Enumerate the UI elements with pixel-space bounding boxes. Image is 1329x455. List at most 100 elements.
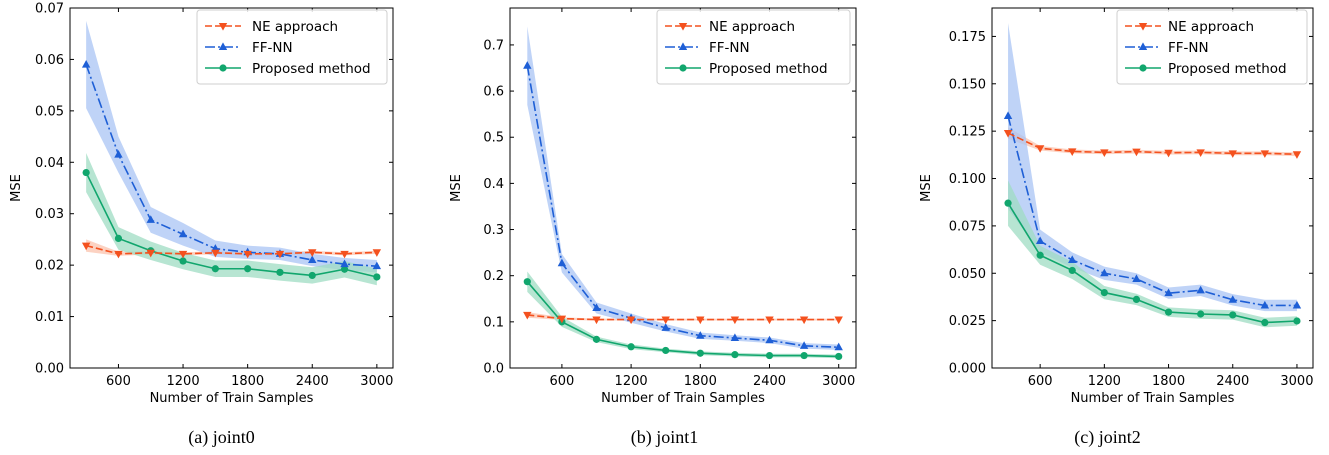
x-tick-label: 3000 (360, 374, 393, 389)
x-tick-label: 2400 (296, 374, 329, 389)
point-ne (523, 311, 532, 320)
chart-panel-joint1: 0.0 0.1 0.2 0.3 0.4 0.5 0.6 0.7 600 1200 1800 2400 3… (443, 0, 886, 455)
point-proposed (308, 271, 316, 280)
point-ffnn (1068, 255, 1077, 263)
legend-marker-ffnn (218, 42, 228, 50)
point-proposed (1132, 295, 1141, 304)
point-ffnn (1196, 285, 1205, 294)
line-ne (1007, 132, 1297, 156)
y-tick-label: 0.025 (949, 314, 986, 329)
plot-frame (991, 7, 1314, 369)
point-ne (146, 249, 155, 258)
x-tick-label: 2400 (753, 374, 786, 389)
point-ne (557, 315, 567, 324)
y-tick-label: 0.06 (35, 53, 64, 68)
point-proposed (835, 352, 843, 361)
y-tick-label: 0.3 (483, 223, 504, 238)
line-ne (85, 244, 377, 255)
point-ne (340, 250, 349, 259)
caption-joint1: (b) joint1 (630, 427, 699, 447)
chart-joint2: 0.000 0.025 0.050 0.075 0.100 0.125 0.150 0.175… (919, 7, 1314, 406)
y-tick-label: 0.6 (483, 85, 504, 100)
point-ffnn (81, 59, 91, 68)
legend-label-ne: NE approach (709, 19, 795, 35)
legend-marker-ne (678, 23, 688, 31)
y-tick-label: 0.03 (35, 207, 64, 222)
x-tick-label: 1800 (231, 374, 264, 389)
plot-frame (509, 7, 857, 369)
point-ne (1003, 130, 1013, 138)
point-proposed (276, 268, 284, 276)
legend-label-proposed: Proposed method (709, 61, 828, 77)
point-ne (730, 316, 740, 325)
x-tick-label: 1200 (167, 374, 200, 389)
chart-joint1: 0.0 0.1 0.2 0.3 0.4 0.5 0.6 0.7 600 1200 1800 2400 3… (449, 7, 857, 406)
point-ffnn (696, 331, 705, 339)
point-ffnn (765, 335, 774, 344)
point-proposed (179, 257, 187, 265)
x-tick-label: 1800 (1152, 374, 1185, 389)
y-tick-label: 0.150 (949, 77, 986, 92)
y-tick-label: 0.000 (949, 362, 986, 377)
x-tick-label: 600 (549, 374, 574, 389)
point-proposed (696, 349, 704, 357)
x-tick-label: 1800 (684, 374, 717, 389)
point-ffnn (661, 323, 670, 331)
point-ne (1260, 150, 1270, 158)
x-tick-label: 1200 (615, 374, 648, 389)
point-ne (81, 242, 91, 251)
point-ne (1068, 148, 1077, 157)
point-ffnn (799, 341, 809, 349)
legend-marker-ne (218, 23, 228, 31)
x-axis-label: Number of Train Samples (150, 391, 314, 406)
legend-box (656, 9, 851, 85)
y-tick-label: 0.050 (949, 267, 986, 282)
point-ne (114, 250, 123, 259)
y-tick-label: 0.175 (949, 30, 986, 45)
y-tick-label: 0.0 (483, 362, 504, 377)
legend-marker-ne (1138, 23, 1148, 31)
point-ffnn (1100, 268, 1109, 277)
point-proposed (1229, 311, 1237, 319)
y-tick-label: 0.04 (35, 156, 64, 171)
point-proposed (592, 335, 601, 343)
chart-panel-joint2: 0.000 0.025 0.050 0.075 0.100 0.125 0.150 0.175… (886, 0, 1329, 455)
x-tick-label: 3000 (1280, 374, 1313, 389)
point-proposed (211, 265, 219, 273)
legend-label-ffnn: FF-NN (1168, 40, 1209, 56)
point-proposed (1100, 288, 1108, 297)
point-proposed (523, 278, 531, 286)
legend-label-proposed: Proposed method (1168, 61, 1287, 77)
line-proposed (1007, 202, 1297, 324)
point-proposed (1261, 318, 1269, 327)
y-tick-label: 0.5 (483, 131, 504, 146)
point-ne (1164, 149, 1173, 158)
point-proposed (731, 351, 739, 359)
point-ne (1132, 148, 1141, 157)
point-proposed (1293, 317, 1301, 325)
chart-panel-joint0: 0.00 0.01 0.02 0.03 0.04 0.05 0.06 0.07 600 1200 1… (0, 0, 443, 455)
line-proposed (526, 281, 839, 358)
legend-marker-ffnn (1138, 42, 1148, 50)
point-ne (661, 316, 670, 325)
point-ffnn (1035, 236, 1045, 245)
y-axis-label: MSE (9, 174, 24, 202)
y-tick-label: 0.100 (949, 172, 986, 187)
point-ne (1100, 149, 1109, 157)
line-proposed (85, 172, 378, 278)
x-axis-label: Number of Train Samples (1071, 391, 1235, 406)
line-ffnn (526, 65, 839, 349)
legend-box (196, 9, 388, 85)
line-ffnn (1007, 115, 1297, 307)
point-ffnn (1260, 300, 1270, 309)
point-ne (275, 250, 285, 259)
point-proposed (82, 168, 90, 177)
point-ne (834, 316, 843, 325)
point-ffnn (1292, 300, 1302, 309)
y-tick-label: 0.05 (35, 104, 64, 119)
point-ffnn (557, 258, 567, 267)
point-ffnn (146, 215, 155, 223)
point-proposed (662, 346, 670, 355)
point-ffnn (178, 229, 188, 238)
point-proposed (627, 343, 635, 351)
